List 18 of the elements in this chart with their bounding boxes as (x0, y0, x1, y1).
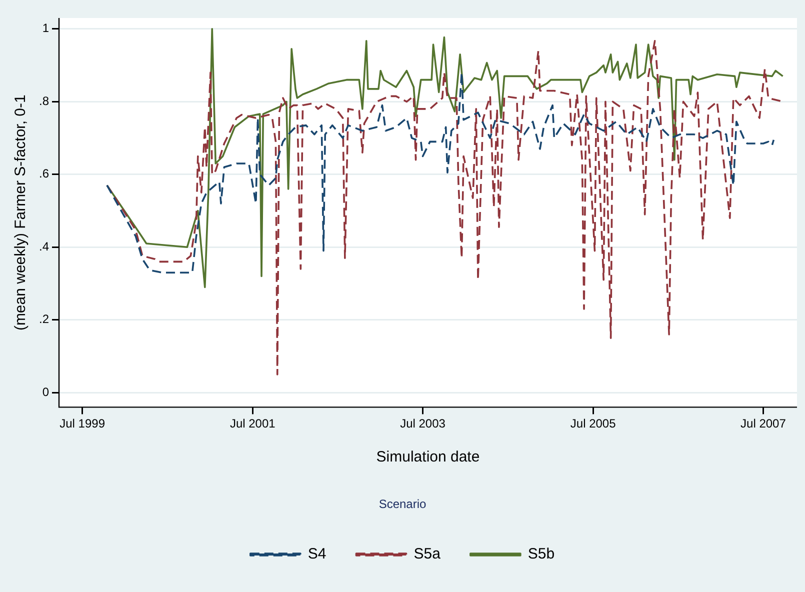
x-tick-label: Jul 2007 (740, 416, 786, 431)
y-axis-title: (mean weekly) Farmer S-factor, 0-1 (12, 94, 30, 331)
x-axis-title: Simulation date (376, 448, 480, 466)
legend-label: S5a (414, 546, 442, 563)
y-tick-label: .8 (38, 94, 50, 108)
x-tick-label: Jul 2003 (400, 416, 446, 431)
x-tick-label: Jul 2005 (570, 416, 616, 431)
y-tick-label: .4 (38, 239, 50, 254)
x-tick-label: Jul 1999 (60, 416, 106, 431)
legend-title: Scenario (378, 496, 426, 511)
y-tick-label: .6 (38, 166, 50, 181)
legend-label: S5b (528, 546, 555, 563)
y-tick-label: 1 (42, 21, 50, 36)
x-tick-label: Jul 2001 (230, 416, 276, 431)
y-tick-label: .2 (38, 312, 50, 326)
y-tick-label: 0 (42, 384, 50, 399)
line-series (106, 72, 775, 274)
legend-label: S4 (308, 546, 326, 563)
